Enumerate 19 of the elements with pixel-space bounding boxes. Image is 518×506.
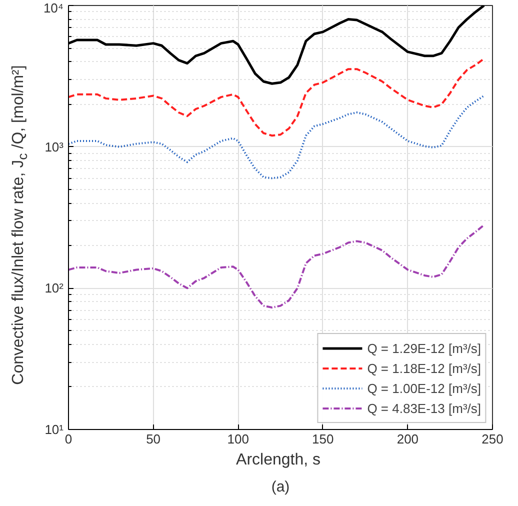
x-tick-label: 150 xyxy=(312,432,334,446)
y-tick-label: 10⁴ xyxy=(43,0,64,16)
line-series xyxy=(68,58,486,137)
legend-label: Q = 1.29E-12 [m³/s] xyxy=(367,340,481,356)
legend-label: Q = 1.18E-12 [m³/s] xyxy=(367,360,481,376)
legend-label: Q = 4.83E-13 [m³/s] xyxy=(367,400,481,416)
x-tick-label: 100 xyxy=(227,432,249,446)
legend-label: Q = 1.00E-12 [m³/s] xyxy=(367,380,481,396)
line-series xyxy=(68,94,486,180)
y-tick-label: 10² xyxy=(44,280,64,296)
x-tick-label: 200 xyxy=(396,432,419,446)
y-tick-label: 10¹ xyxy=(44,422,64,437)
x-tick-label: 250 xyxy=(482,432,504,446)
line-series xyxy=(68,224,486,308)
x-axis-title: Arclength, s xyxy=(236,452,321,468)
text: (a) xyxy=(271,478,290,496)
y-tick-label: 10³ xyxy=(44,139,64,154)
x-tick-label: 0 xyxy=(64,432,72,446)
x-tick-label: 50 xyxy=(146,432,161,446)
